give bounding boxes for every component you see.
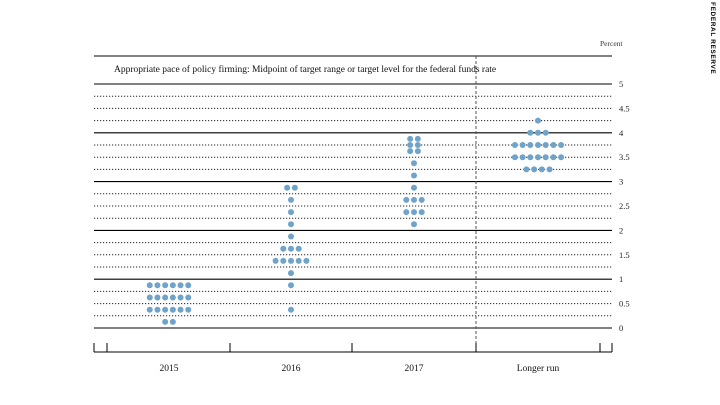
participant-dot xyxy=(558,154,565,161)
participant-dot xyxy=(414,135,421,142)
participant-dot xyxy=(162,318,169,325)
y-tick-label: 3 xyxy=(619,177,623,187)
y-tick-label: 4 xyxy=(619,128,624,138)
participant-dot xyxy=(291,184,298,191)
y-tick-label: 3.5 xyxy=(619,152,630,162)
participant-dot xyxy=(535,142,541,148)
participant-dot xyxy=(411,172,417,179)
participant-dot xyxy=(280,257,287,264)
participant-dot xyxy=(169,318,176,325)
participant-dot xyxy=(288,209,294,216)
participant-dot xyxy=(531,166,538,173)
participant-dot xyxy=(288,233,294,240)
participant-dot xyxy=(535,154,541,161)
participant-dot xyxy=(418,196,425,203)
participant-dot xyxy=(527,154,534,161)
participant-dot xyxy=(154,294,161,301)
participant-dot xyxy=(272,257,279,264)
participant-dot xyxy=(403,209,410,216)
y-tick-label: 1.5 xyxy=(619,250,630,260)
participant-dot xyxy=(146,306,153,313)
y-tick-label: 1 xyxy=(619,274,623,284)
participant-dot xyxy=(288,196,294,203)
x-category-label: 2015 xyxy=(160,364,179,374)
participant-dot xyxy=(550,154,557,161)
participant-dot xyxy=(550,142,557,148)
participant-dot xyxy=(411,196,417,203)
participant-dot xyxy=(418,209,425,216)
participant-dot xyxy=(146,282,153,289)
participant-dot xyxy=(295,257,302,264)
participant-dot xyxy=(519,154,526,161)
participant-dot xyxy=(542,129,549,136)
participant-dot xyxy=(162,294,169,301)
watermark-logo: FEDERAL RESERVE xyxy=(702,2,716,75)
participant-dot xyxy=(288,270,294,277)
participant-dot xyxy=(177,282,184,289)
participant-dot xyxy=(280,245,287,252)
y-tick-label: 2 xyxy=(619,225,623,235)
participant-dot xyxy=(546,166,553,173)
watermark-text: FEDERAL RESERVE xyxy=(709,2,716,75)
participant-dot xyxy=(407,135,414,142)
participant-dot xyxy=(288,282,294,289)
participant-dot xyxy=(411,209,417,216)
participant-dot xyxy=(177,306,184,313)
participant-dot xyxy=(519,142,526,148)
y-tick-label: 5 xyxy=(619,79,623,89)
participant-dot xyxy=(527,129,534,136)
participant-dot xyxy=(284,184,291,191)
chart-title: Appropriate pace of policy firming: Midp… xyxy=(114,64,496,75)
participant-dot xyxy=(162,306,169,313)
participant-dot xyxy=(177,294,184,301)
participant-dot xyxy=(407,142,414,148)
participant-dot xyxy=(511,154,518,161)
participant-dot xyxy=(535,129,541,136)
participant-dot xyxy=(403,196,410,203)
participant-dot xyxy=(162,282,169,289)
participant-dot xyxy=(411,221,417,228)
participant-dot xyxy=(542,154,549,161)
participant-dot xyxy=(169,294,176,301)
y-tick-label: 0 xyxy=(619,323,623,333)
participant-dot xyxy=(542,142,549,148)
participant-dot xyxy=(288,306,294,313)
participant-dot xyxy=(288,257,294,264)
participant-dot xyxy=(523,166,530,173)
participant-dot xyxy=(185,294,192,301)
x-category-label: 2016 xyxy=(282,364,301,374)
participant-dot xyxy=(185,306,192,313)
participant-dot xyxy=(407,148,414,155)
participant-dot xyxy=(411,184,417,191)
participant-dot xyxy=(303,257,310,264)
participant-dot xyxy=(411,160,417,167)
participant-dot xyxy=(295,245,302,252)
participant-dot xyxy=(414,142,421,148)
participant-dot xyxy=(169,306,176,313)
participant-dot xyxy=(169,282,176,289)
participant-dot xyxy=(154,282,161,289)
participant-dot xyxy=(288,245,294,252)
x-category-label: Longer run xyxy=(517,364,560,374)
participant-dot xyxy=(414,148,421,155)
y-unit-label: Percent xyxy=(600,39,623,48)
participant-dot xyxy=(527,142,534,148)
participant-dot xyxy=(538,166,545,173)
y-tick-label: 0.5 xyxy=(619,299,630,309)
y-tick-label: 2.5 xyxy=(619,201,630,211)
participant-dot xyxy=(154,306,161,313)
participant-dot xyxy=(185,282,192,289)
participant-dot xyxy=(558,142,565,148)
participant-dot xyxy=(511,142,518,148)
x-category-label: 2017 xyxy=(405,364,424,374)
participant-dot xyxy=(146,294,153,301)
participant-dot xyxy=(535,117,541,124)
y-tick-label: 4.5 xyxy=(619,103,630,113)
participant-dot xyxy=(288,221,294,228)
